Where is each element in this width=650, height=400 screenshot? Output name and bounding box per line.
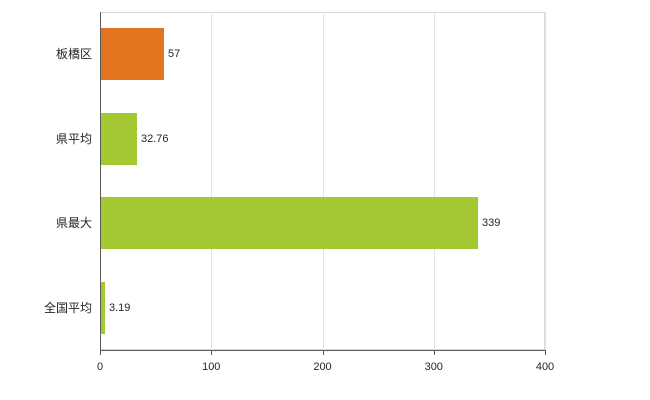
x-tick-label: 400 [535,361,555,373]
category-label: 全国平均 [43,301,92,315]
gridline [433,12,435,350]
x-tick-mark [100,350,101,355]
bar-value-label: 57 [168,48,181,60]
category-label: 県平均 [55,132,92,146]
bar-value-label: 3.19 [109,302,131,314]
x-tick-mark [545,350,546,355]
category-label: 県最大 [55,216,92,230]
x-tick-label: 100 [202,361,221,373]
x-tick-mark [322,350,324,355]
bar [101,28,164,80]
bar [101,282,105,334]
x-tick-mark [211,350,213,355]
x-tick-label: 0 [96,361,104,373]
x-tick-mark [433,350,435,355]
gridline [211,12,213,350]
y-axis [100,12,101,350]
bar [101,197,478,249]
x-tick-label: 200 [313,361,332,373]
bar [101,113,137,165]
category-label: 板橋区 [55,47,92,61]
gridline [545,12,546,350]
bar-value-label: 339 [482,217,501,229]
x-tick-label: 300 [424,361,443,373]
gridline [322,12,324,350]
bar-value-label: 32.76 [141,133,169,145]
